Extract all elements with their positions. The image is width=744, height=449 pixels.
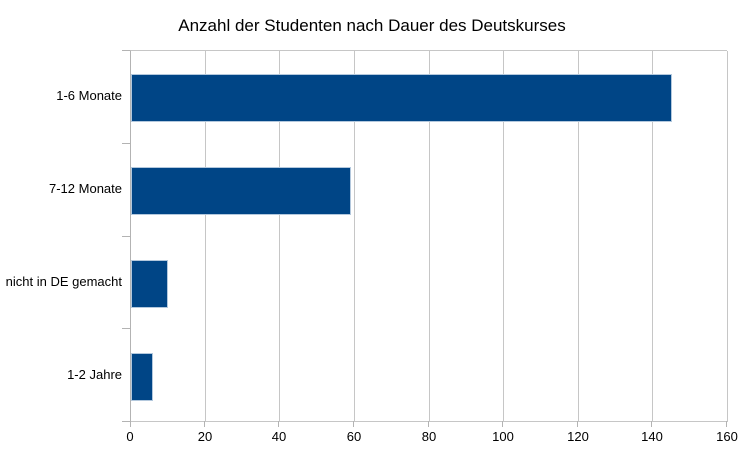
value-axis-tick-label: 20 (197, 429, 213, 444)
value-axis-tick (204, 421, 205, 427)
category-axis-tick (122, 236, 130, 237)
chart-title: Anzahl der Studenten nach Dauer des Deut… (178, 16, 566, 35)
value-axis-tick-label: 40 (271, 429, 287, 444)
value-axis-tick (428, 421, 429, 427)
category-label: nicht in DE gemacht (5, 274, 122, 289)
value-axis-tick-label: 0 (126, 429, 134, 444)
gridline-x-40 (279, 51, 280, 422)
bar-1-6-monate (131, 74, 672, 122)
value-axis-tick-label: 100 (492, 429, 514, 444)
gridline-x-100 (503, 51, 504, 422)
value-axis-tick-label: 60 (346, 429, 362, 444)
value-axis-tick (130, 421, 131, 427)
value-axis-tick-label: 160 (716, 429, 738, 444)
gridline-x-160 (727, 51, 728, 422)
bar-nicht-in-de-gemacht (131, 260, 168, 308)
category-axis-tick (122, 143, 130, 144)
value-axis-tick (726, 421, 727, 427)
value-axis-tick-label: 80 (421, 429, 437, 444)
category-axis-tick (122, 421, 130, 422)
gridline-x-140 (652, 51, 653, 422)
bar-7-12-monate (131, 167, 351, 215)
category-axis-tick (122, 50, 130, 51)
value-axis-tick-label: 120 (567, 429, 589, 444)
value-axis-tick (651, 421, 652, 427)
gridline-x-20 (205, 51, 206, 422)
value-axis-tick-label: 140 (641, 429, 663, 444)
gridline-x-80 (429, 51, 430, 422)
value-axis-tick (502, 421, 503, 427)
plot-area (130, 50, 728, 422)
category-label: 7-12 Monate (49, 181, 122, 196)
category-label: 1-6 Monate (56, 88, 122, 103)
category-axis-tick (122, 328, 130, 329)
value-axis-tick (353, 421, 354, 427)
bar-1-2-jahre (131, 353, 153, 401)
gridline-x-120 (578, 51, 579, 422)
value-axis-tick (278, 421, 279, 427)
value-axis-tick (577, 421, 578, 427)
category-label: 1-2 Jahre (67, 367, 122, 382)
gridline-x-60 (354, 51, 355, 422)
